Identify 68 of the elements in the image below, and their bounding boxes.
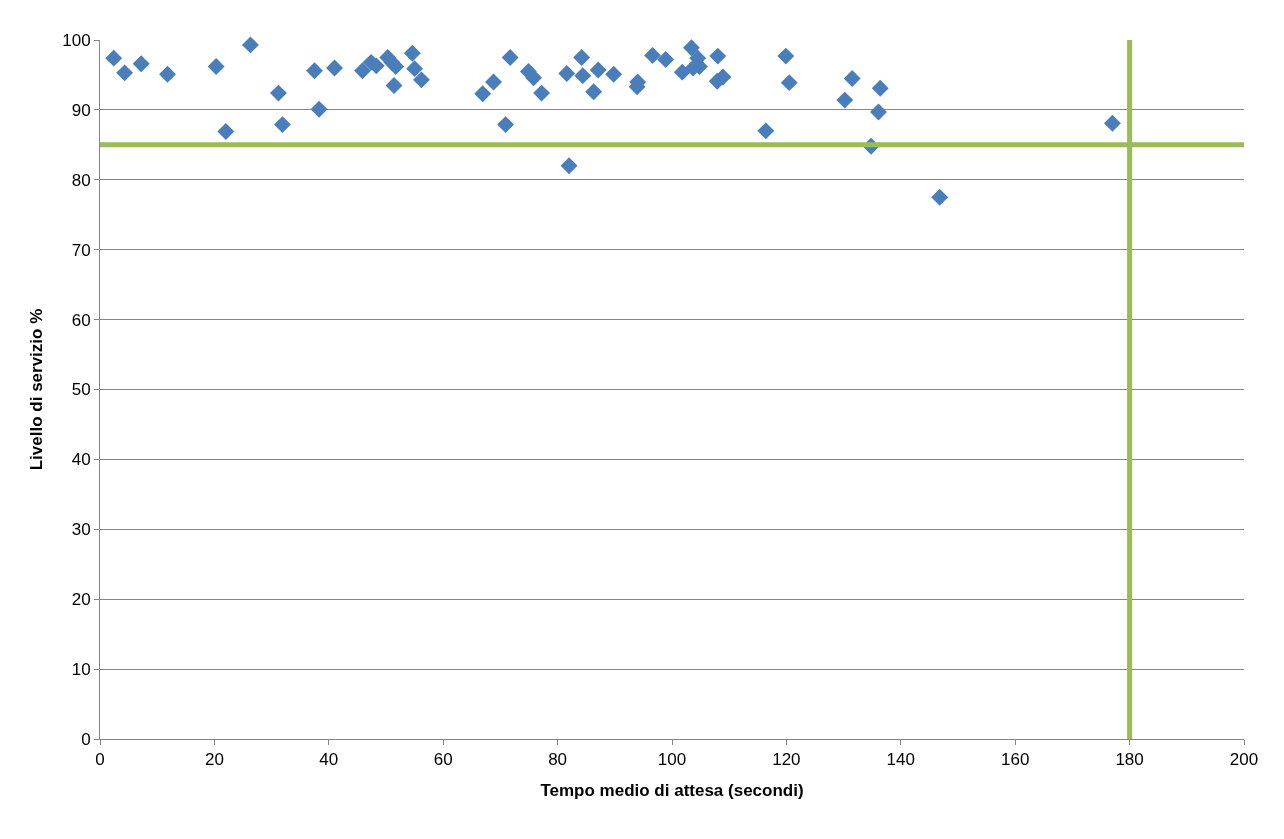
- point: [385, 76, 403, 94]
- point: [780, 74, 798, 92]
- point: [574, 67, 592, 85]
- point: [560, 157, 578, 175]
- point: [474, 85, 492, 103]
- point: [843, 69, 861, 87]
- point: [274, 116, 291, 134]
- point: [1103, 114, 1121, 132]
- x-tick-label: 80: [548, 750, 568, 770]
- point: [871, 79, 889, 97]
- y-tick-label: 50: [71, 380, 91, 400]
- x-tick-label: 100: [657, 750, 687, 770]
- point: [870, 103, 887, 121]
- x-tick-label: 160: [1001, 750, 1030, 770]
- point: [757, 122, 775, 140]
- point: [533, 84, 551, 102]
- y-tick-label: 70: [71, 240, 91, 260]
- x-tick-label: 60: [433, 750, 453, 770]
- point: [403, 44, 421, 62]
- y-tick-label: 80: [71, 170, 91, 190]
- y-tick-label: 90: [71, 100, 91, 120]
- y-tick-label: 0: [81, 729, 91, 749]
- x-tick-label: 200: [1229, 750, 1259, 770]
- point: [644, 46, 661, 64]
- point: [501, 49, 519, 66]
- point: [485, 73, 502, 91]
- point: [132, 55, 150, 73]
- point: [931, 188, 949, 206]
- point: [413, 71, 430, 89]
- y-tick-label: 30: [71, 520, 91, 540]
- y-tick-label: 40: [71, 450, 91, 470]
- point: [709, 47, 727, 65]
- y-tick-label: 20: [71, 590, 91, 610]
- x-tick-label: 0: [95, 750, 105, 770]
- point: [585, 83, 603, 101]
- x-tick-label: 180: [1115, 750, 1144, 770]
- point: [159, 65, 176, 83]
- y-tick-label: 10: [71, 660, 91, 680]
- point: [354, 62, 371, 80]
- point: [105, 49, 123, 67]
- x-tick-label: 20: [204, 750, 224, 770]
- point: [406, 60, 424, 78]
- point: [241, 36, 259, 54]
- point: [605, 65, 623, 83]
- point: [777, 47, 795, 65]
- point: [657, 51, 675, 69]
- point: [673, 63, 691, 81]
- point: [310, 100, 328, 118]
- y-tick-label: 100: [62, 30, 91, 50]
- x-axis-title: Tempo medio di attesa (secondi): [540, 780, 804, 800]
- x-tick-label: 140: [886, 750, 915, 770]
- point: [116, 64, 134, 82]
- point: [270, 84, 287, 102]
- point: [558, 65, 576, 82]
- point: [589, 61, 607, 79]
- y-tick-label: 60: [71, 310, 91, 330]
- point: [573, 49, 591, 66]
- y-axis-title: Livello di servizio %: [26, 308, 46, 471]
- point: [306, 62, 323, 80]
- point: [683, 39, 700, 57]
- point: [387, 58, 405, 76]
- point: [836, 91, 854, 109]
- x-tick-label: 40: [319, 750, 339, 770]
- point: [207, 58, 225, 76]
- point: [326, 59, 343, 77]
- point: [217, 123, 235, 141]
- x-tick-label: 120: [772, 750, 801, 770]
- point: [497, 116, 514, 134]
